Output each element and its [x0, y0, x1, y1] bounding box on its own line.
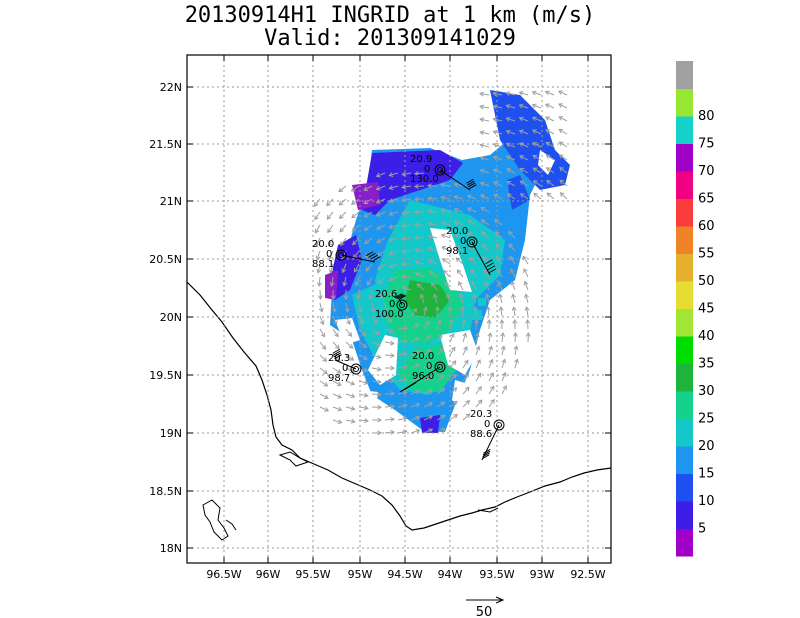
colorbar-swatch: [676, 473, 693, 502]
plot-frame: [186, 54, 612, 564]
map-subtitle: Valid: 201309141029: [264, 26, 516, 51]
colorbar-swatch: [676, 391, 693, 419]
station-label: 88.1: [312, 259, 334, 270]
colorbar-swatch: [676, 308, 693, 337]
y-tick-label: 20N: [160, 311, 182, 324]
station-label: 98.7: [328, 373, 350, 384]
station-label: 100.0: [375, 309, 404, 320]
colorbar-swatch: [676, 116, 693, 144]
island: [202, 499, 229, 541]
station-label: 20.0: [312, 239, 334, 250]
station-label: 88.6: [470, 429, 492, 440]
station-label: 0: [342, 363, 348, 374]
colorbar-swatch: [676, 143, 693, 172]
station-label: 98.1: [446, 246, 468, 257]
y-tick-label: 19.5N: [149, 369, 182, 382]
x-tick-label: 93W: [530, 568, 555, 581]
y-tick-label: 22N: [160, 81, 182, 94]
station-label: 0: [484, 419, 490, 430]
colorbar-swatch: [676, 198, 693, 227]
colorbar-label: 20: [698, 439, 715, 454]
plot-content: [187, 90, 611, 541]
station-label: 0: [326, 249, 332, 260]
colorbar-label: 25: [698, 412, 715, 427]
colorbar-label: 10: [698, 494, 715, 509]
axis-ticks: [187, 55, 611, 563]
station-label: 20.3: [470, 409, 492, 420]
station-label: 20.3: [328, 353, 350, 364]
colorbar-swatch: [676, 281, 693, 309]
vector-scale: 50: [466, 596, 505, 618]
colorbar-swatch: [676, 253, 693, 282]
y-tick-label: 19N: [160, 427, 182, 440]
station-label: 20.6: [375, 289, 397, 300]
colorbar-label: 75: [698, 137, 715, 152]
colorbar-label: 55: [698, 247, 715, 262]
colorbar-swatch: [676, 363, 693, 392]
y-tick-label: 21N: [160, 195, 182, 208]
colorbar-swatch: [676, 226, 693, 254]
colorbar-swatch: [676, 88, 693, 117]
station-label: 0: [426, 361, 432, 372]
station-label: 0: [424, 164, 430, 175]
grid-lines: [187, 55, 611, 563]
y-tick-label: 21.5N: [149, 138, 182, 151]
station-label: 0: [389, 299, 395, 310]
x-tick-label: 95.5W: [295, 568, 330, 581]
y-axis-labels: 22N 21.5N 21N 20.5N 20N 19.5N 19N 18.5N 18N: [149, 81, 182, 555]
station-label: 20.0: [446, 226, 468, 237]
colorbar-label: 60: [698, 219, 715, 234]
vector-scale-label: 50: [476, 605, 493, 618]
colorbar-swatch: [676, 418, 693, 447]
station-label: 20.9: [410, 154, 432, 165]
y-tick-label: 18N: [160, 542, 182, 555]
colorbar-swatch: [676, 528, 693, 557]
coastline: [187, 281, 611, 531]
colorbar-label: 35: [698, 357, 715, 372]
x-tick-label: 94.5W: [387, 568, 422, 581]
x-tick-label: 96.5W: [206, 568, 241, 581]
y-tick-label: 20.5N: [149, 253, 182, 266]
x-tick-label: 94W: [438, 568, 463, 581]
y-tick-label: 18.5N: [149, 485, 182, 498]
station-label: 96.0: [412, 371, 434, 382]
x-tick-label: 96W: [256, 568, 281, 581]
colorbar-swatch: [676, 171, 693, 199]
colorbar-label: 70: [698, 164, 715, 179]
colorbar-swatch: [676, 61, 693, 89]
colorbar-label: 15: [698, 467, 715, 482]
colorbar-label: 5: [698, 522, 706, 537]
colorbar-swatch: [676, 446, 693, 474]
colorbar-label: 30: [698, 384, 715, 399]
colorbar-swatch: [676, 336, 693, 364]
colorbar-label: 65: [698, 192, 715, 207]
colorbar-label: 40: [698, 329, 715, 344]
station-label: 20.0: [412, 351, 434, 362]
x-tick-label: 93.5W: [479, 568, 514, 581]
map-title: 20130914H1 INGRID at 1 km (m/s): [184, 3, 596, 28]
colorbar-label: 50: [698, 274, 715, 289]
x-tick-label: 92.5W: [570, 568, 605, 581]
x-tick-label: 95W: [348, 568, 373, 581]
x-axis-labels: 96.5W 96W 95.5W 95W 94.5W 94W 93.5W 93W 92.5W: [206, 568, 605, 581]
station-markers: 20.90130.020.0098.120.0088.120.60100.020…: [312, 154, 505, 461]
station-label: 130.0: [410, 174, 439, 185]
colorbar: 5 10 15 20 25 30 35 40 45 50 55 60 65 70 75 80: [676, 61, 715, 557]
colorbar-swatch: [676, 501, 693, 529]
station-label: 0: [460, 236, 466, 247]
colorbar-label: 45: [698, 302, 715, 317]
lagoon: [278, 451, 310, 467]
wind-vectors: [313, 90, 568, 436]
colorbar-label: 80: [698, 109, 715, 124]
